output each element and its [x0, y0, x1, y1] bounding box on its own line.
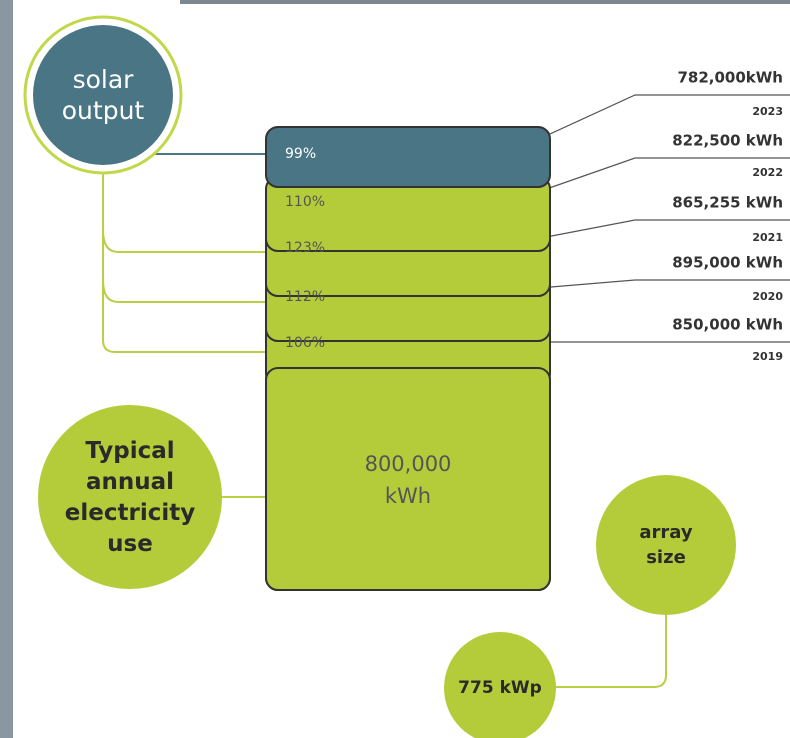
kwh: 782,000kWh	[677, 69, 783, 87]
percent: 99%	[285, 146, 316, 162]
percent: 123%	[285, 240, 325, 256]
percent: 106%	[285, 335, 325, 351]
year: 2020	[752, 290, 783, 303]
kwh: 822,500 kWh	[672, 132, 783, 150]
infographic: 99% 110% 123% 112% 106% 782,000kWh 2023 …	[0, 0, 790, 738]
year: 2021	[752, 231, 783, 244]
percent: 110%	[285, 194, 325, 210]
array-label: array size	[620, 515, 712, 575]
year: 2019	[752, 350, 783, 363]
kwh: 850,000 kWh	[672, 316, 783, 334]
solar-label: solar output	[43, 45, 163, 145]
photo-strip	[180, 0, 790, 4]
kwh: 865,255 kWh	[672, 194, 783, 212]
use-label: Typical annual electricity use	[50, 430, 210, 565]
photo-strip	[0, 0, 13, 738]
year: 2022	[752, 166, 783, 179]
kwh: 895,000 kWh	[672, 254, 783, 272]
percent: 112%	[285, 289, 325, 305]
array-value: 775 kWp	[444, 670, 556, 706]
use-value: 800,000 kWh	[358, 440, 458, 520]
year: 2023	[752, 105, 783, 118]
